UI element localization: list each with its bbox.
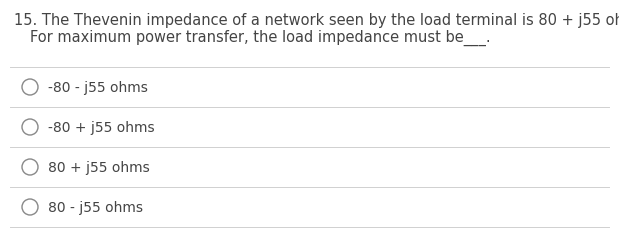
Text: For maximum power transfer, the load impedance must be___.: For maximum power transfer, the load imp… <box>30 30 491 46</box>
Text: -80 - j55 ohms: -80 - j55 ohms <box>48 81 148 94</box>
Text: -80 + j55 ohms: -80 + j55 ohms <box>48 120 155 135</box>
Text: 80 - j55 ohms: 80 - j55 ohms <box>48 200 143 214</box>
Text: 80 + j55 ohms: 80 + j55 ohms <box>48 160 150 174</box>
Text: 15. The Thevenin impedance of a network seen by the load terminal is 80 + j55 oh: 15. The Thevenin impedance of a network … <box>14 13 619 28</box>
